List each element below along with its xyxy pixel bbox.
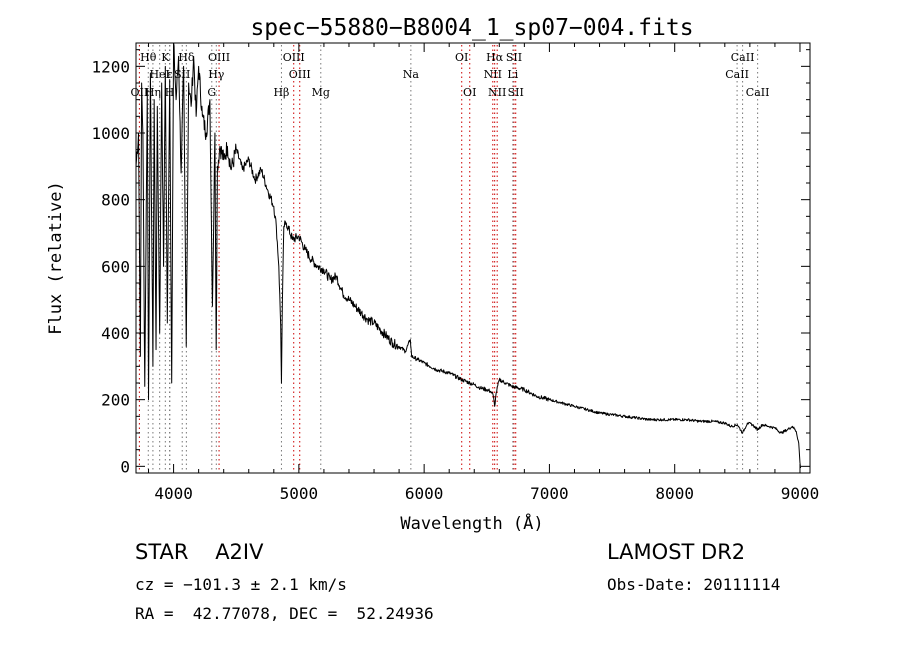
y-tick-label: 0 [120,457,130,476]
lines_absorption-line-label: Hβ [273,86,289,99]
y-tick-label: 200 [101,391,130,410]
x-tick-label: 9000 [781,484,820,503]
x-tick-label: 7000 [530,484,569,503]
lines_absorption-line-label: K [161,51,170,64]
x-tick-label: 4000 [154,484,193,503]
lines_absorption-line-label: Hη [145,86,161,99]
lines_emission-line-label: SII [506,51,522,64]
lines_emission-line-label: OIII [208,51,230,64]
lines_absorption-line-label: ε [167,68,173,81]
observation-date: Obs-Date: 20111114 [607,575,781,594]
lines_emission-line-label: NII [484,68,502,81]
lines_absorption-line-label: H [165,86,175,99]
survey-name: LAMOST DR2 [607,540,746,564]
lines_absorption-line-label: Li [507,68,518,81]
lines_absorption-line-label: Na [403,68,420,81]
lines_absorption-line-label: Mg [312,86,330,99]
series-layer [135,42,802,469]
x-axis-label: Wavelength (Å) [400,512,543,534]
lines_emission-line-label: OIII [283,51,305,64]
lines_emission-line-label: OI [455,51,468,64]
object-class: STAR [135,540,189,564]
y-tick-label: 800 [101,191,130,210]
ra-dec-coordinates: RA = 42.77078, DEC = 52.24936 [135,604,434,623]
y-tick-label: 1000 [91,124,130,143]
y-tick-label: 1200 [91,57,130,76]
lines_emission-line-label: SII [508,86,524,99]
object-class-line: STAR A2IV [135,540,263,564]
object-subclass: A2IV [215,540,264,564]
chart-title: spec−55880−B8004_1_sp07−004.fits [250,15,693,41]
lines_emission-line-label: OII [131,86,149,99]
lines_emission-line-label: OIII [289,68,311,81]
lines_emission-line-label: Hα [486,51,504,64]
lines_emission-line-label: NII [488,86,506,99]
lines_absorption-line-label: Hγ [208,68,225,81]
lines_absorption-line-label: HeI [149,68,169,81]
lines_absorption-line-label: Hδ [178,51,195,64]
x-tick-label: 6000 [405,484,444,503]
lines_absorption-line-label: CaII [731,51,755,64]
lines_absorption-line-label: Hθ [140,51,157,64]
lines_absorption-line-label: G [207,86,216,99]
lines_absorption-line-label: CaII [746,86,770,99]
redshift-cz: cz = −101.3 ± 2.1 km/s [135,575,347,594]
y-tick-label: 400 [101,324,130,343]
axis-ticks-layer: 4000 5000 6000 7000 8000 9000 0 200 400 600 800 100… [91,43,819,503]
spectrum-line [135,42,802,469]
x-tick-label: 8000 [655,484,694,503]
spectral-lines-layer [138,45,759,473]
lines_emission-line-label: OI [463,86,476,99]
lines_absorption-line-label: SII [174,68,190,81]
x-tick-label: 5000 [280,484,319,503]
plot-frame [135,42,811,474]
y-axis-label: Flux (relative) [46,181,66,335]
y-tick-label: 600 [101,257,130,276]
lines_absorption-line-label: CaII [725,68,749,81]
